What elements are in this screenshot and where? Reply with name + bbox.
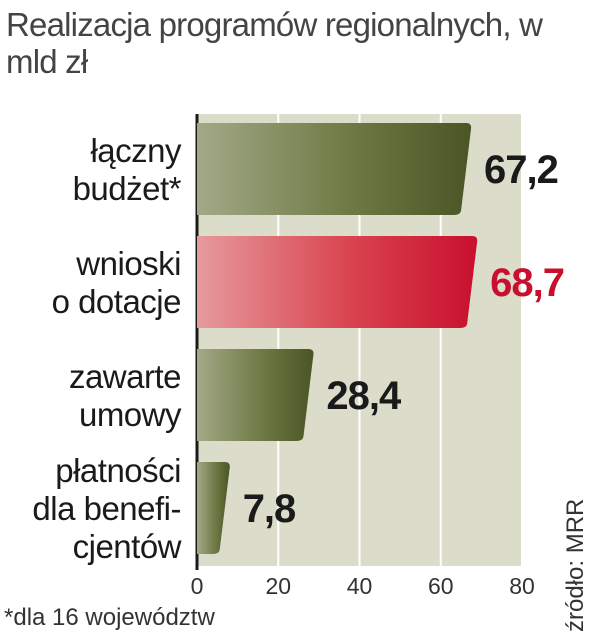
x-axis-ticks: 0 20 40 60 80 [191,573,535,599]
category-labels: łączny budżet* wnioski o dotacje zawarte umow… [32,132,182,565]
x-tick-label: 80 [509,573,535,599]
value-labels: 67,2 68,7 28,4 7,8 [243,148,565,531]
bar [197,349,314,441]
chart-title: Realizacja programów regionalnych, w mld… [6,6,543,80]
x-tick-label: 20 [265,573,291,599]
category-label: płatności dla benefi-cjentów [32,452,181,565]
value-label: 7,8 [243,487,296,531]
value-label: 68,7 [490,261,564,305]
footnote: *dla 16 województw [4,604,215,631]
category-label: łączny budżet* [73,132,182,207]
category-label: wnioski o dotacje [52,245,181,320]
value-label: 67,2 [484,148,558,192]
bars [197,123,478,554]
value-label: 28,4 [326,374,402,418]
bar [197,123,472,215]
category-label: zawarte umowy [69,358,182,433]
x-tick-label: 40 [347,573,373,599]
bar [197,236,478,328]
bar [197,462,230,554]
x-tick-label: 0 [191,573,204,599]
source-note: źródło: MRR [562,498,589,632]
x-tick-label: 60 [428,573,454,599]
